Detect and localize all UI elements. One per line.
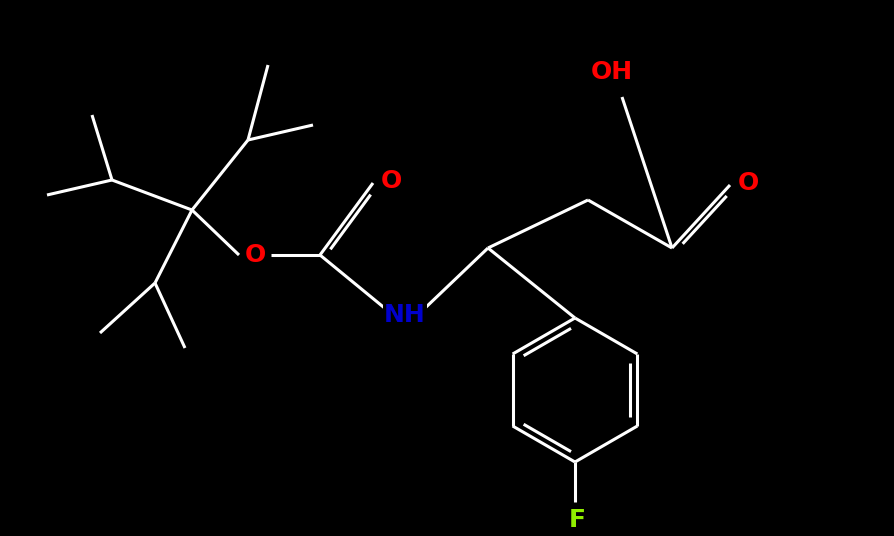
Text: O: O (380, 169, 401, 193)
Text: NH: NH (384, 303, 426, 327)
Text: F: F (568, 508, 585, 532)
Text: OH: OH (590, 60, 632, 84)
Text: O: O (737, 171, 758, 195)
Text: O: O (244, 243, 266, 267)
